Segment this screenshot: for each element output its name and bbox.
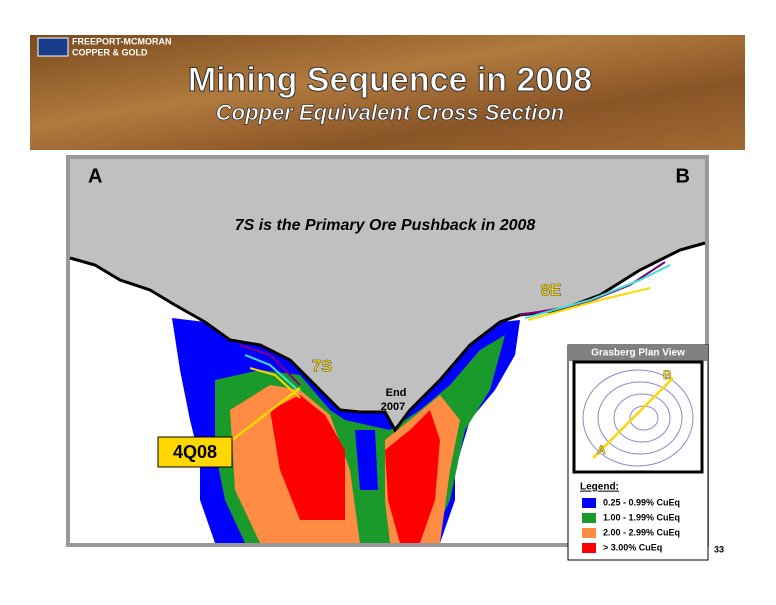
ore-top [270,395,345,520]
pushback-line [244,354,301,393]
pushback-line [239,344,301,386]
pit-air [70,159,705,430]
pushback-label: 7S [312,356,333,375]
plan-label: A [597,443,606,457]
company-name: Copper & Gold [72,47,148,57]
slide-title: Mining Sequence in 2008 [188,61,592,99]
end-label: 2007 [381,401,405,413]
legend-swatch [582,498,596,508]
contour [613,393,671,443]
section-label: B [676,165,690,187]
ore-low [355,430,378,490]
inset-title: Grasberg Plan View [591,348,685,359]
section-label: A [88,165,102,187]
legend: 0.25 - 0.99% CuEq 1.00 - 1.99% CuEq 2.00 -… [582,497,680,553]
legend-swatch [582,513,596,523]
company-name: Freeport-McMoRan [72,36,172,46]
end-label: End [386,387,407,399]
pushback-line [524,264,671,319]
section-line [592,377,674,459]
pushback-line [527,287,651,321]
slide-subtitle: Copper Equivalent Cross Section [216,100,564,125]
legend-swatch [582,543,596,553]
section-caption: 7S is the Primary Ore Pushback in 2008 [235,217,536,234]
plan-label: B [663,368,672,382]
legend-label: 1.00 - 1.99% CuEq [603,512,680,522]
legend-label: > 3.00% CuEq [603,542,662,552]
legend-label: 2.00 - 2.99% CuEq [603,527,680,537]
callout-box [157,436,233,468]
legend-label: 0.25 - 0.99% CuEq [603,497,680,507]
plan-map [572,360,704,474]
callout-label: 4Q08 [173,442,217,462]
header-band [30,35,745,150]
pushback-line [249,367,301,399]
legend-title: Legend: [580,482,619,493]
ore-top [385,410,440,543]
inset-title-bar [568,345,708,361]
callout-line [231,387,301,441]
page-number: 33 [714,544,724,554]
legend-swatch [582,528,596,538]
contour [582,369,694,467]
contour [597,381,683,455]
logo [37,37,69,57]
pushback-label: 8E [541,280,562,299]
